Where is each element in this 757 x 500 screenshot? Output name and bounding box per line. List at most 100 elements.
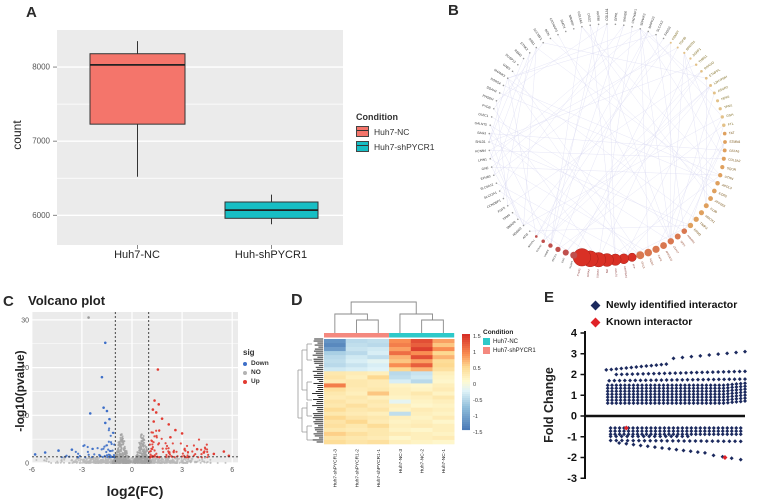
gene-label: ANXA2 xyxy=(587,268,591,277)
interactor-point xyxy=(725,391,730,396)
interactor-point xyxy=(614,398,619,403)
interactor-point xyxy=(648,378,653,383)
interactor-point xyxy=(676,438,681,443)
interactor-point xyxy=(678,398,683,403)
heatmap-cell xyxy=(324,439,346,445)
interactor-point xyxy=(639,426,644,431)
interactor-point xyxy=(721,369,726,374)
y-tick-label: -1 xyxy=(567,431,577,443)
interactor-point xyxy=(687,438,692,443)
heatmap-legend-nc-label: Huh7-NC xyxy=(493,338,519,345)
y-tick-label: 10 xyxy=(21,413,29,420)
interactor-point xyxy=(716,439,721,444)
gene-label: GAB3 xyxy=(502,63,511,71)
panel-letter-e: E xyxy=(544,289,555,306)
interactor-point xyxy=(612,378,617,383)
interactor-point xyxy=(614,389,619,394)
interactor-point xyxy=(644,364,649,369)
interactor-point xyxy=(661,392,666,397)
x-tick-label: 0 xyxy=(130,467,134,474)
heatmap-cell xyxy=(324,395,346,400)
x-tick-label: 6 xyxy=(230,467,234,474)
heatmap-cell xyxy=(432,427,455,433)
heatmap-cell xyxy=(345,359,368,364)
interactor-point xyxy=(660,445,665,450)
interactor-point xyxy=(609,367,614,372)
network-node xyxy=(564,30,567,33)
network-node xyxy=(562,249,569,256)
interactor-point xyxy=(721,401,726,406)
interactor-point xyxy=(618,386,623,391)
interactor-point xyxy=(665,392,670,397)
interactor-point xyxy=(605,395,610,400)
heatmap-cell xyxy=(367,371,390,376)
network-node xyxy=(660,242,667,249)
interactor-point xyxy=(700,370,705,375)
heatmap-cell xyxy=(410,415,433,421)
interactor-point xyxy=(743,377,747,382)
gene-label: DUSP13 xyxy=(505,53,517,64)
interactor-point xyxy=(695,389,700,394)
network-node xyxy=(636,251,645,260)
heatmap-cell xyxy=(410,407,433,412)
gene-label: SLC22A1 xyxy=(483,190,497,199)
interactor-point xyxy=(730,391,735,396)
interactor-point xyxy=(631,389,636,394)
interactor-point xyxy=(695,386,700,391)
heatmap-cell xyxy=(389,387,412,392)
heatmap-cell xyxy=(324,419,346,425)
interactor-point xyxy=(682,383,687,388)
heatmap-column-label: Huh7-NC-2 xyxy=(419,449,425,474)
gene-label: GPN1 xyxy=(614,12,619,21)
y-tick-label: 30 xyxy=(21,317,29,324)
interactor-point xyxy=(631,438,636,443)
gene-label: CNTNAP3 xyxy=(549,17,559,32)
interactor-point xyxy=(690,377,695,382)
interactor-point xyxy=(604,367,609,372)
interactor-point xyxy=(708,383,713,388)
interactor-point xyxy=(653,429,658,434)
heatmap-cell xyxy=(389,383,412,388)
heatmap-cell xyxy=(367,427,390,433)
heatmap-cell xyxy=(410,371,433,376)
gene-label: ATP2B3 xyxy=(714,199,726,208)
interactor-point xyxy=(652,383,657,388)
gene-label: GALNT5 xyxy=(474,121,487,127)
interactor-point xyxy=(682,392,687,397)
volcano-x-axis-title: log2(FC) xyxy=(106,483,164,499)
network-node xyxy=(708,196,713,201)
interactor-point xyxy=(636,434,641,439)
interactor-point xyxy=(665,401,670,406)
interactor-point xyxy=(622,429,627,434)
gene-label: BRD931 xyxy=(685,39,696,51)
interactor-point xyxy=(665,438,670,443)
interactor-point xyxy=(737,377,742,382)
interactor-point xyxy=(743,384,747,389)
interactor-point xyxy=(644,386,649,391)
interactor-point xyxy=(717,386,722,391)
interactor-point xyxy=(711,426,716,431)
interactor-point xyxy=(622,432,627,437)
y-tick-label: 6000 xyxy=(32,211,50,220)
network-node xyxy=(492,174,495,177)
interactor-point xyxy=(733,439,738,444)
gene-label: PYGB xyxy=(482,103,492,109)
heatmap-cell xyxy=(389,399,412,404)
interactor-point xyxy=(693,426,698,431)
heatmap-cell xyxy=(389,403,412,408)
heatmap-cell xyxy=(324,383,346,388)
interactor-point xyxy=(716,429,721,434)
interactor-point xyxy=(622,401,627,406)
interactor-point xyxy=(666,429,671,434)
interactor-point xyxy=(648,398,653,403)
network-node xyxy=(502,197,505,200)
interactor-point xyxy=(648,389,653,394)
gene-label: LGALS1 xyxy=(614,268,618,278)
interactor-point xyxy=(617,440,622,445)
interactor-point xyxy=(646,371,651,376)
gene-label: BAG3 xyxy=(477,131,486,136)
interactor-point xyxy=(635,429,640,434)
interactor-point xyxy=(734,432,739,437)
gene-label: FADS3 xyxy=(663,26,671,37)
salmon-square-icon xyxy=(483,347,490,354)
